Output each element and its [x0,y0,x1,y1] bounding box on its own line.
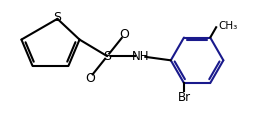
Text: Br: Br [177,91,190,104]
Text: O: O [86,72,96,85]
Text: CH₃: CH₃ [219,21,238,31]
Text: S: S [53,11,61,24]
Text: NH: NH [132,50,149,63]
Text: O: O [119,28,129,41]
Text: S: S [103,50,111,63]
